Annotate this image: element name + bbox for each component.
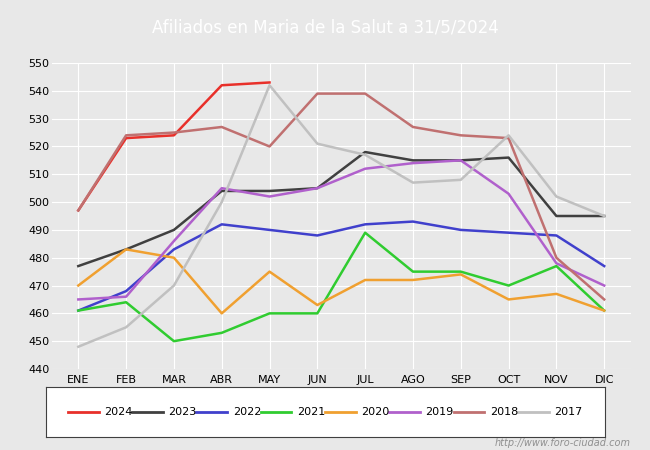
Text: 2023: 2023	[168, 407, 197, 417]
Text: 2018: 2018	[490, 407, 518, 417]
Text: Afiliados en Maria de la Salut a 31/5/2024: Afiliados en Maria de la Salut a 31/5/20…	[151, 18, 499, 36]
Text: 2020: 2020	[361, 407, 389, 417]
Text: 2024: 2024	[104, 407, 133, 417]
Text: 2021: 2021	[297, 407, 325, 417]
Text: 2022: 2022	[233, 407, 261, 417]
Text: http://www.foro-ciudad.com: http://www.foro-ciudad.com	[495, 438, 630, 448]
Text: 2017: 2017	[554, 407, 582, 417]
Text: 2019: 2019	[426, 407, 454, 417]
